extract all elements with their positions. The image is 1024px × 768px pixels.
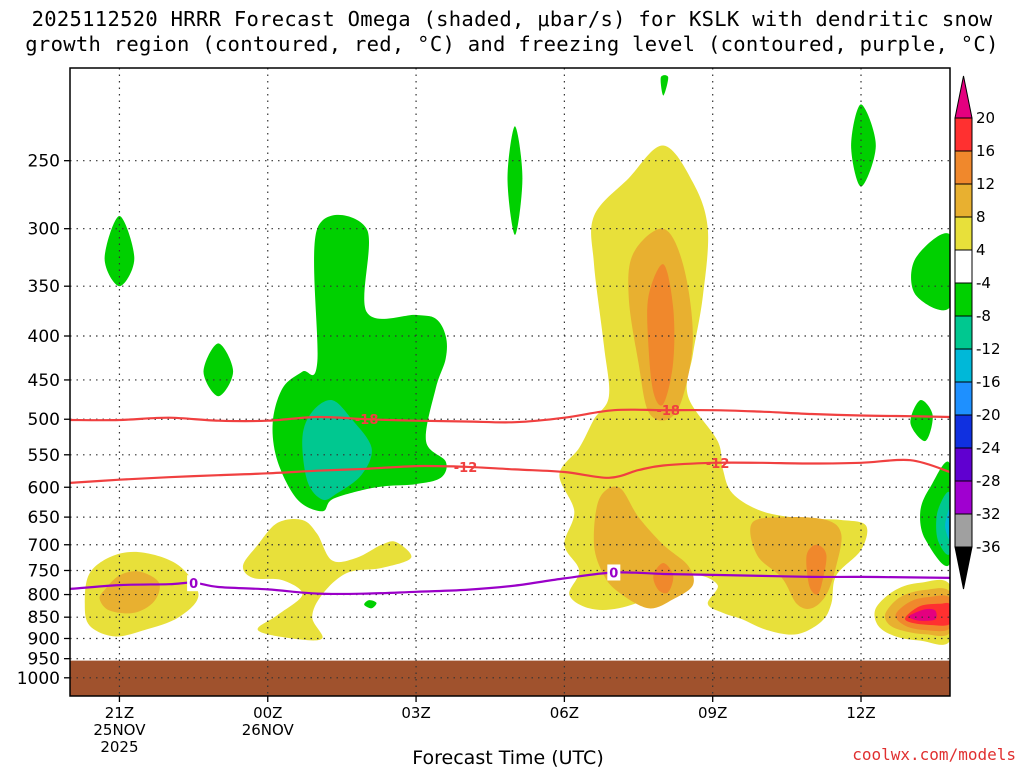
omega-region-11: [806, 544, 827, 595]
ground-fill: [70, 660, 950, 696]
y-tick-label-350: 350: [28, 277, 60, 297]
contour-label-1: -12: [454, 461, 478, 476]
contour-label-bg-4: [187, 575, 201, 592]
plot-area: -18 -12 -12 -18 0 0 250 300 350 400 450 500 550 600 65…: [17, 67, 951, 756]
omega-region-2: [242, 518, 412, 641]
omega-region-7: [647, 264, 675, 406]
x-tick-label-24-0: 00Z: [253, 704, 282, 722]
colorbar-label-3: 8: [976, 208, 986, 226]
omega-region-24: [911, 233, 950, 311]
colorbar-label-4: 4: [976, 241, 986, 259]
colorbar-label-12: -32: [976, 505, 1001, 523]
colorbar-label-6: -8: [976, 307, 991, 325]
y-tick-label-500: 500: [28, 410, 60, 430]
contour-label-4: 0: [189, 577, 198, 592]
colorbar-swatch-5: [954, 249, 973, 284]
colorbar-label-7: -12: [976, 340, 1001, 358]
y-tick-label-900: 900: [28, 629, 60, 649]
omega-region-26: [364, 600, 377, 609]
colorbar-label-2: 12: [976, 175, 995, 193]
x-tick-label-21-2: 2025: [100, 738, 138, 756]
colorbar-label-0: 20: [976, 109, 995, 127]
chart-title-line-2: growth region (contoured, red, °C) and f…: [25, 32, 999, 56]
colorbar-swatch-8: [954, 348, 973, 383]
colorbar-swatch-10: [954, 414, 973, 449]
x-tick-label-27-0: 03Z: [401, 704, 430, 722]
colorbar: 20 16 12 8 4 -4 -8 -12 -16 -20 -24 -28 -32 -36: [954, 75, 1001, 590]
y-tick-label-1000: 1000: [17, 669, 60, 689]
omega-region-16: [908, 608, 937, 621]
plot-frame: [69, 67, 951, 697]
colorbar-label-5: -4: [976, 274, 991, 292]
contour-line-1: [70, 458, 950, 484]
colorbar-swatch-3: [954, 183, 973, 218]
colorbar-bottom-triangle: [954, 546, 973, 590]
y-tick-label-950: 950: [28, 650, 60, 670]
omega-region-18: [936, 491, 950, 555]
omega-region-21: [203, 343, 234, 397]
colorbar-label-1: 16: [976, 142, 995, 160]
y-tick-label-700: 700: [28, 536, 60, 556]
colorbar-swatch-9: [954, 381, 973, 416]
x-tick-label-33-0: 09Z: [698, 704, 727, 722]
y-tick-label-300: 300: [28, 220, 60, 240]
y-tick-label-600: 600: [28, 478, 60, 498]
y-tick-label-650: 650: [28, 508, 60, 528]
colorbar-swatch-2: [954, 150, 973, 185]
omega-region-22: [507, 126, 523, 235]
colorbar-label-11: -28: [976, 472, 1001, 490]
x-tick-label-24-1: 26NOV: [242, 721, 295, 739]
x-tick-label-21-0: 21Z: [105, 704, 134, 722]
x-tick-label-21-1: 25NOV: [93, 721, 146, 739]
colorbar-swatch-7: [954, 315, 973, 350]
omega-region-27: [660, 75, 669, 96]
plot-inner: -18 -12 -12 -18 0 0: [70, 68, 950, 696]
y-tick-label-450: 450: [28, 371, 60, 391]
y-tick-label-800: 800: [28, 586, 60, 606]
omega-region-1: [99, 571, 160, 614]
colorbar-top-triangle: [954, 75, 973, 119]
omega-region-4: [302, 399, 372, 501]
omega-region-19: [945, 508, 950, 540]
chart-title-line-1: 2025112520 HRRR Forecast Omega (shaded, …: [31, 7, 993, 31]
colorbar-swatch-4: [954, 216, 973, 251]
y-tick-label-250: 250: [28, 152, 60, 172]
x-tick-label-30-0: 06Z: [550, 704, 579, 722]
colorbar-label-10: -24: [976, 439, 1001, 457]
colorbar-swatch-11: [954, 447, 973, 482]
contour-label-5: 0: [609, 566, 618, 581]
contour-label-0: -18: [355, 413, 379, 428]
omega-region-25: [910, 399, 933, 442]
omega-region-23: [851, 104, 876, 187]
y-tick-label-550: 550: [28, 446, 60, 466]
colorbar-label-9: -20: [976, 406, 1001, 424]
y-tick-label-400: 400: [28, 327, 60, 347]
colorbar-swatch-6: [954, 282, 973, 317]
x-tick-label-36-0: 12Z: [846, 704, 875, 722]
contour-label-3: -18: [656, 404, 680, 419]
colorbar-swatch-1: [954, 117, 973, 152]
x-axis-title: Forecast Time (UTC): [412, 747, 603, 768]
contour-label-2: -12: [706, 457, 730, 472]
colorbar-label-8: -16: [976, 373, 1001, 391]
contour-line-0: [70, 408, 950, 424]
colorbar-label-13: -36: [976, 538, 1001, 556]
credit-link[interactable]: coolwx.com/models: [852, 745, 1016, 764]
contour-label-bg-5: [607, 564, 621, 581]
colorbar-swatch-13: [954, 513, 973, 548]
colorbar-swatch-12: [954, 480, 973, 515]
y-tick-label-750: 750: [28, 561, 60, 581]
y-tick-label-850: 850: [28, 608, 60, 628]
